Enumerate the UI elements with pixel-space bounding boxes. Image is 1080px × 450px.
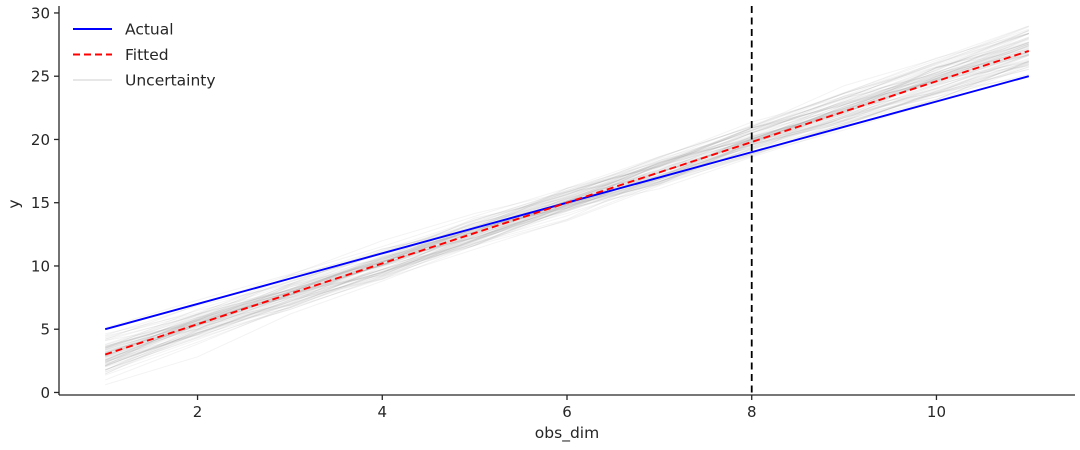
uncertainty-line	[104, 33, 1029, 367]
uncertainty-line	[105, 66, 1029, 357]
uncertainty-line	[104, 29, 1030, 366]
uncertainty-line	[105, 42, 1029, 362]
uncertainty-line	[104, 41, 1029, 355]
uncertainty-line	[105, 47, 1029, 354]
legend-label-actual: Actual	[125, 21, 174, 39]
legend-entry-uncertainty: Uncertainty	[73, 72, 216, 90]
uncertainty-line	[105, 68, 1029, 347]
uncertainty-line	[104, 54, 1029, 375]
legend-label-fitted: Fitted	[125, 46, 169, 64]
y-tick-label: 5	[40, 321, 50, 339]
uncertainty-line	[105, 64, 1029, 347]
uncertainty-line	[105, 45, 1030, 365]
uncertainty-line	[105, 50, 1029, 366]
uncertainty-line	[104, 25, 1029, 368]
uncertainty-line	[105, 60, 1030, 361]
uncertainty-line	[104, 38, 1029, 349]
legend-label-uncertainty: Uncertainty	[125, 72, 216, 90]
uncertainty-line	[105, 45, 1029, 358]
uncertainty-line	[105, 43, 1029, 351]
uncertainty-line	[105, 53, 1029, 371]
uncertainty-line	[105, 51, 1029, 356]
uncertainty-line	[105, 33, 1029, 356]
uncertainty-line	[105, 49, 1029, 337]
x-tick-label: 6	[562, 403, 572, 421]
uncertainty-line	[105, 76, 1029, 339]
uncertainty-line	[104, 57, 1029, 361]
plot-area: 2 4 6 8 10 0 5 10 15 20 25 30	[31, 4, 1075, 421]
x-tick-label: 10	[927, 403, 946, 421]
uncertainty-line	[105, 60, 1029, 371]
uncertainty-line	[105, 61, 1029, 365]
uncertainty-line	[105, 68, 1029, 336]
uncertainty-line	[104, 26, 1030, 371]
uncertainty-line	[104, 43, 1029, 371]
uncertainty-line	[104, 44, 1029, 371]
uncertainty-line	[105, 44, 1029, 368]
legend-entry-fitted: Fitted	[73, 46, 169, 64]
uncertainty-line	[105, 61, 1029, 353]
y-tick-label: 25	[31, 68, 50, 86]
y-tick-label: 20	[31, 131, 50, 149]
uncertainty-line	[105, 55, 1030, 335]
y-tick-label: 15	[31, 194, 50, 212]
y-tick-label: 10	[31, 257, 50, 275]
uncertainty-line	[105, 60, 1029, 358]
x-tick-label: 2	[193, 403, 203, 421]
uncertainty-line	[105, 42, 1029, 381]
uncertainty-line	[105, 43, 1029, 342]
y-tick-label: 30	[31, 4, 50, 22]
uncertainty-line	[104, 54, 1029, 366]
uncertainty-line	[105, 62, 1029, 357]
uncertainty-line	[105, 42, 1029, 354]
legend: Actual Fitted Uncertainty	[73, 21, 216, 90]
uncertainty-line	[105, 30, 1029, 349]
uncertainty-line	[105, 53, 1030, 351]
uncertainty-line	[104, 32, 1029, 357]
uncertainty-line	[105, 32, 1029, 373]
uncertainty-line	[105, 52, 1029, 354]
uncertainty-line	[105, 51, 1029, 357]
uncertainty-line	[105, 41, 1029, 345]
uncertainty-line	[105, 32, 1030, 354]
fitted-line	[104, 50, 1030, 356]
legend-entry-actual: Actual	[73, 21, 174, 39]
uncertainty-line	[105, 37, 1029, 362]
uncertainty-line	[104, 53, 1029, 364]
uncertainty-line	[105, 50, 1029, 348]
uncertainty-line	[104, 63, 1029, 375]
uncertainty-line	[105, 47, 1029, 367]
y-axis-label: y	[5, 199, 23, 208]
uncertainty-line	[104, 28, 1029, 364]
x-tick-label: 8	[747, 403, 757, 421]
uncertainty-line	[105, 25, 1029, 361]
uncertainty-line	[105, 64, 1029, 351]
uncertainty-line	[105, 39, 1029, 356]
uncertainty-line	[105, 43, 1029, 386]
uncertainty-line	[104, 36, 1029, 361]
uncertainty-line	[105, 49, 1029, 353]
uncertainty-line	[104, 51, 1029, 361]
uncertainty-line	[105, 46, 1029, 329]
uncertainty-line	[105, 51, 1029, 350]
uncertainty-line	[105, 41, 1029, 341]
y-tick-label: 0	[40, 384, 50, 402]
uncertainty-line	[105, 55, 1029, 346]
uncertainty-line	[105, 36, 1029, 353]
uncertainty-line	[105, 73, 1029, 341]
x-axis-label: obs_dim	[535, 424, 599, 443]
uncertainty-line	[105, 61, 1029, 376]
uncertainty-line	[104, 51, 1029, 373]
uncertainty-line	[105, 63, 1029, 340]
uncertainty-line	[105, 59, 1029, 348]
x-tick-label: 4	[377, 403, 387, 421]
uncertainty-line	[105, 46, 1029, 363]
